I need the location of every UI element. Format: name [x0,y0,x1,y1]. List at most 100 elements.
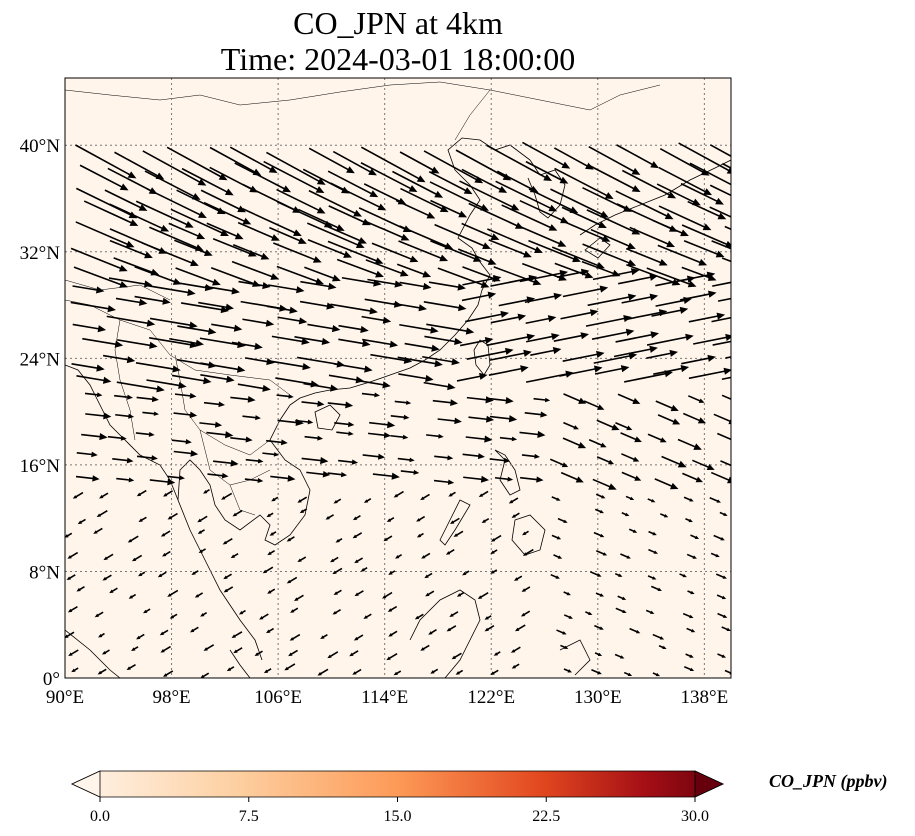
wind-arrow [437,267,490,288]
wind-arrow [81,433,108,441]
wind-arrow [462,453,485,460]
wind-arrow [244,478,264,483]
wind-arrow [191,570,199,575]
wind-arrow [451,652,462,660]
wind-arrow [332,150,377,176]
wind-arrow [390,434,409,440]
wind-arrow [209,166,259,193]
wind-arrow [284,663,296,671]
wind-arrow [180,302,230,314]
wind-arrow [400,469,420,475]
wind-arrow [461,291,497,302]
wind-arrow [167,475,185,481]
wind-arrow [715,573,727,579]
lat-tick-label: 16°N [20,456,61,477]
wind-arrow [551,534,562,540]
wind-arrow [658,166,713,196]
wind-arrow [466,347,514,360]
wind-arrow [327,401,354,409]
wind-arrow [169,337,204,347]
wind-arrow [595,592,605,597]
wind-arrow [392,170,444,198]
map-frame [64,77,732,679]
wind-arrow [200,373,235,383]
wind-arrow [204,285,240,295]
wind-arrow [396,263,432,278]
wind-arrow [267,550,276,556]
colorbar-label: CO_JPN (ppbv) [769,771,887,792]
wind-arrow [514,624,526,632]
wind-arrow [621,293,659,304]
wind-arrow [486,333,536,347]
wind-arrow [590,228,636,250]
wind-arrow [338,459,359,465]
colorbar-under-extension [71,770,101,798]
wind-arrow [586,209,641,235]
wind-arrow [587,293,637,307]
wind-arrow [352,532,363,539]
wind-arrow [530,347,562,356]
wind-arrow [508,497,519,504]
wind-arrow [327,240,384,265]
wind-arrow [428,629,437,635]
wind-arrow [383,535,393,542]
wind-arrow [652,672,661,677]
wind-arrow [103,553,114,561]
map-title-line2: Time: 2024-03-01 18:00:00 [220,41,576,77]
wind-arrow [465,435,493,443]
wind-arrow [333,498,342,504]
wind-arrow [230,552,239,559]
wind-arrow [203,489,210,494]
colorbar: 0.0 7.5 15.0 22.5 30.0 CO_JPN (ppbv) [71,770,887,825]
wind-arrow [262,452,280,457]
wind-arrow [160,530,171,537]
wind-arrow [478,490,489,498]
wind-arrow [399,323,439,334]
wind-arrow [397,356,443,368]
wind-arrow [459,180,520,211]
wind-arrow [168,222,206,240]
wind-arrow [484,625,495,632]
wind-arrow [625,495,635,501]
wind-arrow [490,569,498,574]
wind-arrow [197,515,208,523]
wind-arrow [522,548,534,556]
wind-arrow [262,566,274,574]
map-title-line1: CO_JPN at 4km [293,5,503,41]
wind-arrow [97,668,107,675]
wind-arrow [420,644,430,651]
wind-arrow [414,613,424,620]
indochina-coastline [177,404,311,661]
wind-arrow [177,325,217,335]
wind-arrow [588,146,641,175]
wind-arrow [109,587,118,594]
wind-arrow [70,301,116,313]
wind-arrow [325,514,334,520]
wind-arrow [490,549,498,555]
wind-arrow [423,150,484,184]
wind-arrow [656,183,701,206]
wind-arrow [721,257,731,263]
wind-arrow [657,244,708,266]
wind-arrow [709,144,731,158]
wind-arrow [200,189,247,213]
wind-arrow [146,284,196,296]
wind-arrow [687,395,705,403]
wind-arrow [254,650,263,657]
wind-arrow [286,576,298,584]
wind-arrow [237,221,280,241]
wind-arrow [109,239,153,259]
wind-arrow [526,333,560,343]
wind-arrow [167,589,179,597]
wind-arrow [687,590,695,595]
wind-arrow [557,517,568,523]
wind-arrow [429,181,489,211]
lon-tick-label: 106°E [254,687,302,708]
wind-arrow [626,263,681,286]
wind-arrow [263,668,272,674]
wind-arrow [131,646,139,651]
wind-arrow [173,411,198,419]
wind-arrow [112,457,134,464]
wind-arrow [623,671,633,677]
wind-arrow [683,496,694,502]
